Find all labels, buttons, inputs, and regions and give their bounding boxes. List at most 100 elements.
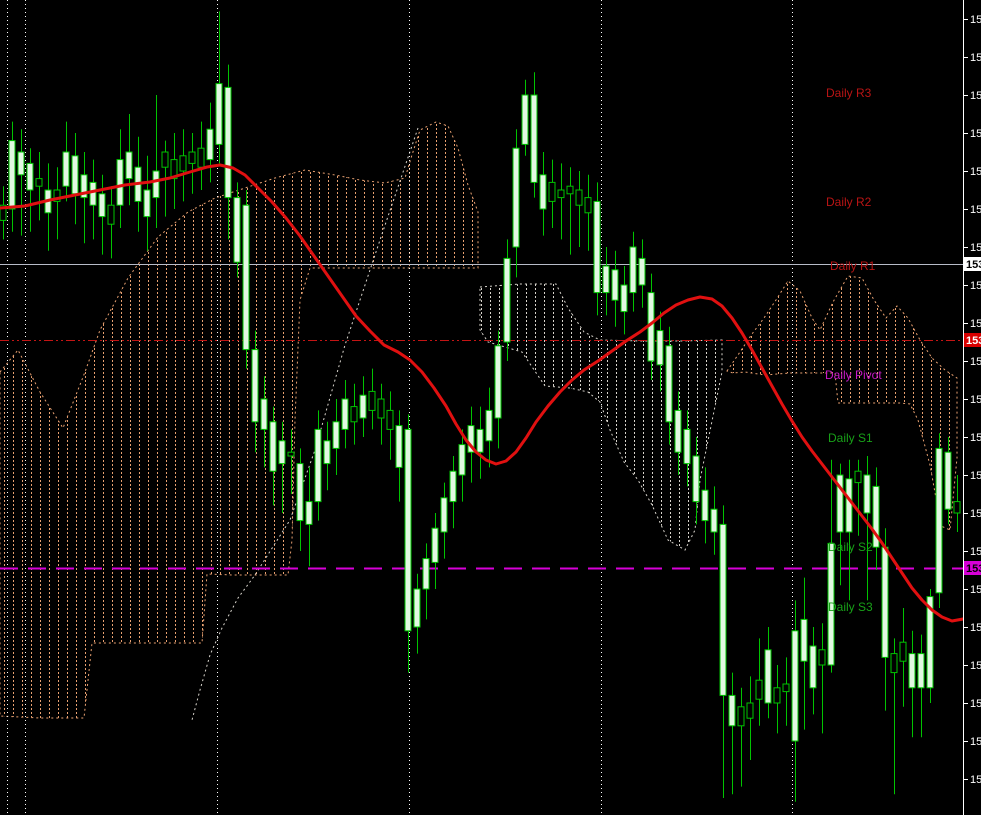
candle [899,608,907,707]
candle [782,657,790,726]
candle-body [530,94,538,183]
candle-body [791,630,799,742]
axis-price-tag [964,333,981,347]
candle-body [809,645,817,689]
candle-body [800,618,808,662]
candle [476,406,484,479]
candle [602,247,610,316]
candle [584,174,592,251]
candle [863,456,871,601]
candle-body [827,542,835,666]
candle [413,573,421,654]
moving-average-line [0,163,965,623]
candle [107,186,115,259]
candle [395,410,403,502]
candle-body [260,398,268,430]
candle-body [107,204,115,225]
candle [377,383,385,445]
candle-body [863,474,871,514]
axis-tick-label: 154 [970,242,981,254]
candle [440,482,448,559]
candle [512,129,520,278]
candle [260,376,268,468]
candle [710,486,718,555]
candle-body [278,440,286,465]
candle-body [665,345,673,423]
candle-body [557,189,565,199]
price-axis[interactable]: 154 154 154 154 154 154 154 153 153 153 153 153 153 1… [963,0,981,815]
candle [890,638,898,795]
candle [89,159,97,240]
candle [503,239,511,361]
candle [188,133,196,194]
candle-body [89,181,97,206]
candle-body [935,447,943,594]
candle-body [656,330,664,366]
ichimoku-cloud-region [726,275,958,531]
candle [944,437,952,525]
candle [827,459,835,673]
candle-body [773,687,781,704]
candle [224,64,232,240]
candle [656,311,664,392]
candle-body [314,428,322,503]
candle [836,463,844,586]
candle [953,475,961,532]
candle [692,437,700,525]
candle [764,627,772,719]
axis-price-tag-label: 153 [966,563,981,575]
candle-body [422,558,430,590]
axis-tick-label: 153 [970,508,981,520]
candle-body [602,265,610,294]
axis-price-tag [964,257,981,271]
candle [818,623,826,734]
candle-body [674,409,682,453]
candle-body [305,501,313,525]
candle-body [98,193,106,218]
candle [548,159,556,228]
candle [800,577,808,730]
candle-body [629,246,637,294]
candle-body [125,151,133,180]
axis-price-tag-label: 153 [966,259,981,271]
candle [638,239,646,308]
candle-body [386,409,394,430]
candle [629,231,637,312]
candle-body [395,425,403,468]
candle [791,600,799,802]
candle [773,665,781,734]
candle [206,102,214,183]
candle-body [638,257,646,286]
candle-body [620,284,628,313]
candle [8,121,16,232]
candle-body [377,398,385,419]
candle [143,155,151,251]
candle [179,129,187,202]
pivot-label-daily-s3: Daily S3 [828,600,873,614]
candle-body [269,421,277,472]
candle [269,406,277,506]
axis-tick-label: 154 [970,128,981,140]
candle-body [539,174,547,210]
axis-tick-label: 153 [970,584,981,596]
candle [341,380,349,449]
candle-body [719,523,727,696]
candle-body [854,470,862,484]
candle [521,79,529,156]
candle-body [683,428,691,465]
candle [917,634,925,738]
candle [215,11,223,164]
candle-body [287,451,295,457]
axis-tick-label: 153 [970,546,981,558]
axis-price-tag [964,561,981,575]
candle [359,376,367,437]
candle-body [818,649,826,666]
candle-body [611,269,619,301]
candle-body [746,702,754,719]
candle-body [593,200,601,294]
candle [539,152,547,236]
axis-tick-label: 152 [970,698,981,710]
candle [701,467,709,544]
axis-tick-label: 154 [970,14,981,26]
